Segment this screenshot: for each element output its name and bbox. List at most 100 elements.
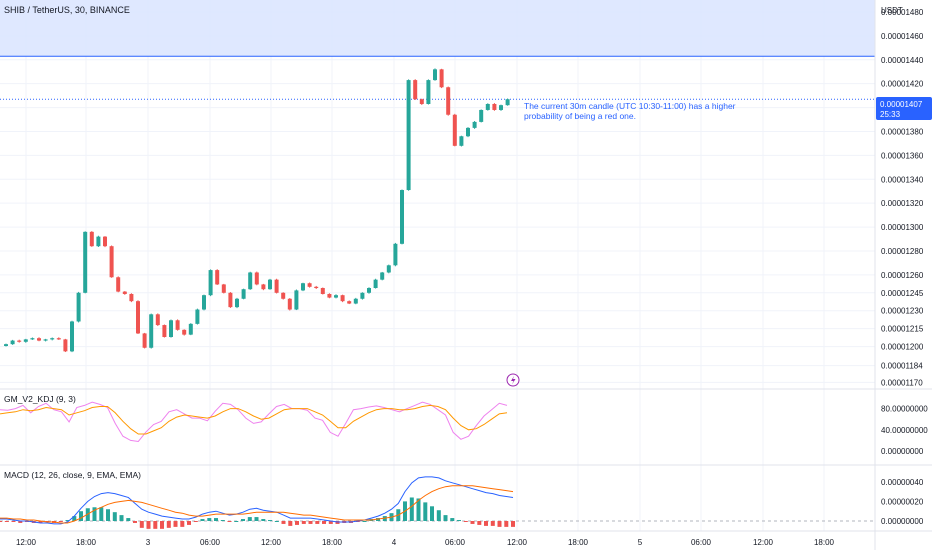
macd-tick-label: 0.00000040 xyxy=(881,478,924,487)
candle-body xyxy=(466,127,470,137)
candle-body xyxy=(17,340,22,342)
macd-histogram-bar xyxy=(443,515,448,521)
time-tick-label: 3 xyxy=(146,538,151,547)
signal-line xyxy=(0,485,514,524)
candle-body xyxy=(4,344,8,346)
candle-body xyxy=(188,323,193,335)
macd-histogram-bar xyxy=(416,498,421,521)
annotation-line-2[interactable]: probability of being a red one. xyxy=(524,111,636,121)
macd-histogram-bar xyxy=(322,521,326,524)
candle-body xyxy=(136,301,140,334)
macd-histogram-bar xyxy=(490,521,495,526)
macd-histogram-bar xyxy=(139,521,144,528)
macd-histogram-bar xyxy=(112,512,117,521)
candle-body xyxy=(43,339,48,341)
macd-histogram-bar xyxy=(133,521,137,523)
candle-body xyxy=(433,69,437,81)
macd-line xyxy=(0,476,514,525)
macd-histogram-bar xyxy=(227,521,232,522)
symbol-title[interactable]: SHIB / TetherUS, 30, BINANCE xyxy=(4,5,130,15)
price-tick-label: 0.00001460 xyxy=(881,32,924,41)
macd-histogram-bar xyxy=(254,517,259,521)
macd-histogram-bar xyxy=(376,518,380,521)
macd-histogram-bar xyxy=(504,521,509,527)
candle-body xyxy=(70,321,74,352)
lightning-icon[interactable] xyxy=(506,373,520,387)
macd-histogram-bar xyxy=(436,510,441,521)
candle-body xyxy=(307,283,312,287)
candle-body xyxy=(254,272,259,285)
time-tick-label: 4 xyxy=(392,538,397,547)
macd-histogram-bar xyxy=(92,507,97,521)
candle-body xyxy=(327,293,332,298)
candle-body xyxy=(241,289,246,299)
candle-body xyxy=(175,320,180,330)
macd-histogram-bar xyxy=(315,521,320,524)
candle-body xyxy=(452,114,457,146)
candle-body xyxy=(37,338,41,341)
macd-histogram-bar xyxy=(166,521,171,528)
kdj-axis[interactable]: 80.00000000 40.00000000 0.00000000 xyxy=(881,405,928,456)
candle-body xyxy=(149,314,154,348)
macd-histogram-bar xyxy=(173,521,178,527)
macd-title[interactable]: MACD (12, 26, close, 9, EMA, EMA) xyxy=(4,470,141,480)
macd-axis[interactable]: 0.00000040 0.00000020 0.00000000 xyxy=(881,478,924,526)
candle-body xyxy=(294,290,299,310)
candle-body xyxy=(400,190,404,244)
candle-body xyxy=(479,109,484,122)
candle-body xyxy=(50,338,55,340)
price-axis[interactable]: 0.00001480 0.00001460 0.00001440 0.00001420… xyxy=(881,8,924,387)
macd-histogram-bar xyxy=(423,502,428,521)
macd-indicator xyxy=(0,476,875,529)
macd-histogram-bar xyxy=(180,521,185,527)
macd-histogram-bar xyxy=(187,521,191,525)
macd-histogram-bar xyxy=(214,518,218,521)
price-tick-label: 0.00001380 xyxy=(881,127,924,136)
candle-body xyxy=(63,339,68,352)
candle-body xyxy=(248,272,253,290)
candle-body xyxy=(413,80,418,100)
macd-histogram-bar xyxy=(153,521,158,529)
candle-body xyxy=(406,80,411,191)
time-tick-label: 12:00 xyxy=(261,538,282,547)
candle-body xyxy=(208,270,213,296)
resistance-zone xyxy=(0,0,875,57)
price-tick-label: 0.00001360 xyxy=(881,151,924,160)
currency-label: USDT xyxy=(881,6,903,15)
candle-body xyxy=(221,284,226,293)
candle-body xyxy=(485,103,490,110)
time-tick-label: 12:00 xyxy=(507,538,528,547)
candle-body xyxy=(122,291,127,294)
candle-body xyxy=(419,99,424,104)
time-axis[interactable]: 12:00 18:00 3 06:00 12:00 18:00 4 06:00 12:00 18:… xyxy=(16,538,835,547)
candle-body xyxy=(89,231,94,247)
candle-body xyxy=(426,80,431,104)
kdj-title[interactable]: GM_V2_KDJ (9, 3) xyxy=(4,394,76,404)
time-tick-label: 06:00 xyxy=(691,538,712,547)
candle-body xyxy=(30,338,35,340)
macd-histogram-bar xyxy=(430,506,434,521)
macd-histogram-bar xyxy=(511,521,515,527)
price-tick-label: 0.00001200 xyxy=(881,343,924,352)
macd-histogram-bar xyxy=(220,520,225,522)
macd-histogram-bar xyxy=(247,517,252,521)
macd-histogram-bar xyxy=(328,521,333,524)
candle-body xyxy=(268,279,272,290)
price-tick-label: 0.00001440 xyxy=(881,56,924,65)
macd-histogram-bar xyxy=(160,521,164,529)
candle-body xyxy=(56,338,61,340)
macd-histogram-bar xyxy=(409,497,414,521)
annotation-line-1[interactable]: The current 30m candle (UTC 10:30-11:00)… xyxy=(524,101,736,111)
candle-body xyxy=(373,279,378,289)
macd-histogram-bar xyxy=(463,521,468,522)
time-tick-label: 12:00 xyxy=(16,538,37,547)
macd-histogram-bar xyxy=(261,519,266,521)
kdj-tick-label: 40.00000000 xyxy=(881,426,928,435)
candle-body xyxy=(472,121,477,128)
macd-histogram-bar xyxy=(79,511,83,521)
macd-histogram-bar xyxy=(457,520,461,522)
candle-body xyxy=(499,105,503,110)
macd-histogram-bar xyxy=(470,521,475,524)
candle-body xyxy=(103,236,107,247)
